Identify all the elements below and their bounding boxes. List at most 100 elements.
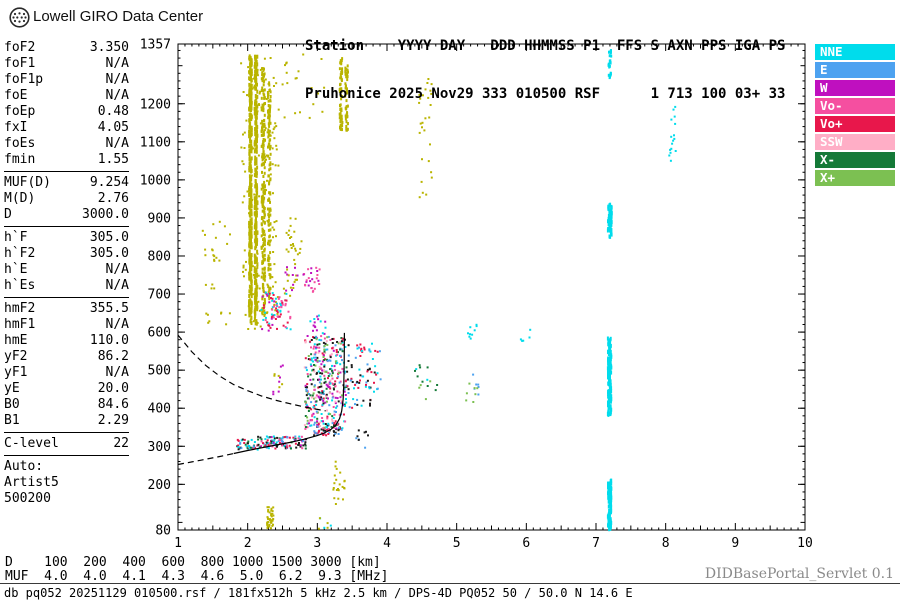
param-row-ye: yE 20.0 bbox=[4, 381, 129, 397]
param-value: N/A bbox=[105, 88, 129, 103]
param-label: h`F2 bbox=[4, 246, 36, 261]
param-label: fmin bbox=[4, 152, 36, 167]
param-label: MUF(D) bbox=[4, 175, 51, 190]
legend: NNE E W Vo- Vo+ SSW X- X+ bbox=[815, 44, 895, 188]
status-bar: db pq052 20251129 010500.rsf / 181fx512h… bbox=[4, 586, 633, 600]
legend-item-e: E bbox=[815, 62, 895, 78]
param-row-foe: foE N/A bbox=[4, 88, 129, 104]
auto-info-line: Auto: bbox=[4, 459, 44, 474]
param-label: foEs bbox=[4, 136, 36, 151]
param-row-hf2: h`F2 305.0 bbox=[4, 246, 129, 262]
legend-item-x: X+ bbox=[815, 170, 895, 186]
param-label: hmF1 bbox=[4, 317, 36, 332]
param-panel: foF2 3.350 foF1 N/A foF1p N/A foE N/A foEp 0.48 fx… bbox=[4, 40, 129, 507]
footer-divider bbox=[0, 583, 900, 584]
param-row-foes: foEs N/A bbox=[4, 136, 129, 152]
svg-text:300: 300 bbox=[148, 440, 171, 455]
param-value: 4.05 bbox=[97, 120, 129, 135]
param-label: M(D) bbox=[4, 191, 36, 206]
param-value: 110.0 bbox=[89, 333, 129, 348]
svg-text:9: 9 bbox=[731, 536, 739, 551]
param-label: foF2 bbox=[4, 40, 36, 55]
param-label: B1 bbox=[4, 413, 20, 428]
param-label: foF1p bbox=[4, 72, 44, 87]
param-divider bbox=[4, 226, 129, 227]
legend-item-x: X- bbox=[815, 152, 895, 168]
legend-item-vo: Vo- bbox=[815, 98, 895, 114]
svg-text:80: 80 bbox=[155, 524, 171, 539]
param-value: 2.29 bbox=[97, 413, 129, 428]
param-value: 86.2 bbox=[97, 349, 129, 364]
svg-text:500: 500 bbox=[148, 364, 171, 379]
param-row-hes: h`Es N/A bbox=[4, 278, 129, 294]
legend-item-vo: Vo+ bbox=[815, 116, 895, 132]
svg-text:5: 5 bbox=[453, 536, 461, 551]
svg-text:200: 200 bbox=[148, 478, 171, 493]
param-label: foF1 bbox=[4, 56, 36, 71]
param-divider bbox=[4, 455, 129, 456]
param-row-fxi: fxI 4.05 bbox=[4, 120, 129, 136]
param-label: C-level bbox=[4, 436, 59, 451]
station-header-line1: Station YYYY DAY DDD HHMMSS P1 FFS S AXN… bbox=[305, 38, 786, 54]
param-label: yF1 bbox=[4, 365, 28, 380]
svg-text:6: 6 bbox=[522, 536, 530, 551]
muf-distance-row: D 100 200 400 600 800 1000 1500 3000 [km… bbox=[5, 555, 381, 570]
param-value: N/A bbox=[105, 56, 129, 71]
param-row-b1: B1 2.29 bbox=[4, 413, 129, 429]
muf-frequency-row: MUF 4.0 4.0 4.1 4.3 4.6 5.0 6.2 9.3 [MHz… bbox=[5, 569, 389, 584]
param-row-mufd: MUF(D) 9.254 bbox=[4, 175, 129, 191]
param-value: 0.48 bbox=[97, 104, 129, 119]
param-label: foE bbox=[4, 88, 28, 103]
param-row-yf2: yF2 86.2 bbox=[4, 349, 129, 365]
param-row-fof1: foF1 N/A bbox=[4, 56, 129, 72]
param-row-hmf1: hmF1 N/A bbox=[4, 317, 129, 333]
param-value: 355.5 bbox=[89, 301, 129, 316]
auto-info-line: Artist5 bbox=[4, 475, 59, 490]
param-value: N/A bbox=[105, 136, 129, 151]
station-header-line2: Pruhonice 2025 Nov29 333 010500 RSF 1 71… bbox=[305, 86, 786, 102]
param-value: 305.0 bbox=[89, 230, 129, 245]
param-value: 20.0 bbox=[97, 381, 129, 396]
param-label: h`F bbox=[4, 230, 28, 245]
scatter-points bbox=[201, 49, 677, 532]
param-value: 9.254 bbox=[89, 175, 129, 190]
legend-item-w: W bbox=[815, 80, 895, 96]
param-row-yf1: yF1 N/A bbox=[4, 365, 129, 381]
param-label: yE bbox=[4, 381, 20, 396]
svg-text:10: 10 bbox=[797, 536, 813, 551]
param-value: N/A bbox=[105, 278, 129, 293]
param-label: D bbox=[4, 207, 12, 222]
param-label: yF2 bbox=[4, 349, 28, 364]
svg-text:4: 4 bbox=[383, 536, 391, 551]
param-value: 22 bbox=[113, 436, 129, 451]
giro-logo-icon bbox=[9, 7, 30, 28]
param-divider bbox=[4, 432, 129, 433]
param-label: fxI bbox=[4, 120, 28, 135]
param-divider bbox=[4, 297, 129, 298]
param-value: 1.55 bbox=[97, 152, 129, 167]
plot-axes: 1 2 3 4 5 6 7 8 9 10 1357 1200 1100 1000 900 800 700 600 5… bbox=[140, 38, 813, 552]
svg-text:1: 1 bbox=[174, 536, 182, 551]
param-label: foEp bbox=[4, 104, 36, 119]
param-label: h`Es bbox=[4, 278, 36, 293]
svg-text:7: 7 bbox=[592, 536, 600, 551]
legend-item-ssw: SSW bbox=[815, 134, 895, 150]
param-row-clevel: C-level 22 bbox=[4, 436, 129, 452]
svg-text:700: 700 bbox=[148, 288, 171, 303]
param-row-md: M(D) 2.76 bbox=[4, 191, 129, 207]
svg-text:900: 900 bbox=[148, 211, 171, 226]
param-value: N/A bbox=[105, 262, 129, 277]
param-row-b0: B0 84.6 bbox=[4, 397, 129, 413]
param-value: 84.6 bbox=[97, 397, 129, 412]
param-row-fof1p: foF1p N/A bbox=[4, 72, 129, 88]
param-label: B0 bbox=[4, 397, 20, 412]
svg-text:3: 3 bbox=[313, 536, 321, 551]
param-divider bbox=[4, 171, 129, 172]
param-value: 3.350 bbox=[89, 40, 129, 55]
svg-text:8: 8 bbox=[662, 536, 670, 551]
svg-text:1357: 1357 bbox=[140, 38, 171, 53]
param-row-he: h`E N/A bbox=[4, 262, 129, 278]
param-label: hmF2 bbox=[4, 301, 36, 316]
param-value: 305.0 bbox=[89, 246, 129, 261]
